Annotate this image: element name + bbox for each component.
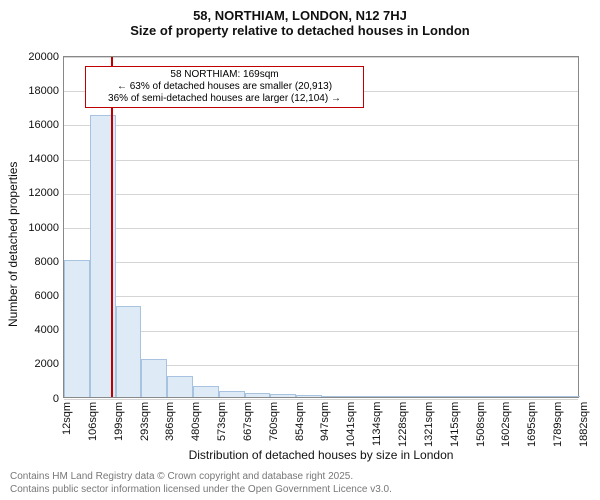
gridline-y — [64, 262, 578, 263]
gridline-y — [64, 228, 578, 229]
histogram-bar — [399, 396, 425, 397]
xtick-label: 1695sqm — [526, 402, 538, 458]
xtick-label: 573sqm — [216, 402, 228, 458]
xtick-label: 199sqm — [113, 402, 125, 458]
histogram-bar — [141, 359, 167, 397]
annotation-title: 58 NORTHIAM: 169sqm — [90, 69, 359, 81]
annotation-line1: ← 63% of detached houses are smaller (20… — [90, 81, 359, 93]
histogram-bar — [167, 376, 193, 397]
gridline-y — [64, 57, 578, 58]
histogram-bar — [193, 386, 219, 397]
histogram-bar — [503, 396, 529, 397]
histogram-bar — [245, 393, 271, 397]
xtick-label: 1789sqm — [552, 402, 564, 458]
property-annotation-box: 58 NORTHIAM: 169sqm← 63% of detached hou… — [85, 66, 364, 108]
histogram-bar — [451, 396, 477, 397]
ytick-label: 2000 — [19, 358, 59, 370]
gridline-y — [64, 194, 578, 195]
chart-container: 58, NORTHIAM, LONDON, N12 7HJ Size of pr… — [0, 0, 600, 500]
xtick-label: 293sqm — [139, 402, 151, 458]
xtick-label: 12sqm — [61, 402, 73, 458]
chart-title-line2: Size of property relative to detached ho… — [0, 23, 600, 38]
histogram-bar — [348, 396, 374, 397]
histogram-bar — [296, 395, 322, 397]
xtick-label: 1228sqm — [397, 402, 409, 458]
ytick-label: 16000 — [19, 119, 59, 131]
ytick-label: 18000 — [19, 85, 59, 97]
xtick-label: 1508sqm — [475, 402, 487, 458]
ytick-label: 20000 — [19, 51, 59, 63]
histogram-bar — [425, 396, 451, 397]
property-marker-line — [111, 57, 113, 397]
histogram-bar — [64, 260, 90, 397]
histogram-bar — [528, 396, 554, 397]
gridline-y — [64, 296, 578, 297]
ytick-label: 10000 — [19, 222, 59, 234]
attribution-text: Contains HM Land Registry data © Crown c… — [10, 471, 392, 496]
xtick-label: 760sqm — [268, 402, 280, 458]
xtick-label: 106sqm — [87, 402, 99, 458]
ytick-label: 12000 — [19, 187, 59, 199]
annotation-line2: 36% of semi-detached houses are larger (… — [90, 93, 359, 105]
xtick-label: 667sqm — [242, 402, 254, 458]
histogram-bar — [322, 396, 348, 397]
gridline-y — [64, 160, 578, 161]
xtick-label: 1415sqm — [449, 402, 461, 458]
y-axis-label: Number of detached properties — [6, 127, 20, 327]
xtick-label: 1041sqm — [345, 402, 357, 458]
xtick-label: 1321sqm — [423, 402, 435, 458]
histogram-bar — [116, 306, 142, 397]
xtick-label: 1134sqm — [371, 402, 383, 458]
ytick-label: 4000 — [19, 324, 59, 336]
xtick-label: 386sqm — [164, 402, 176, 458]
chart-title-line1: 58, NORTHIAM, LONDON, N12 7HJ — [0, 0, 600, 23]
ytick-label: 0 — [19, 393, 59, 405]
attribution-line1: Contains HM Land Registry data © Crown c… — [10, 471, 392, 484]
ytick-label: 8000 — [19, 256, 59, 268]
xtick-label: 480sqm — [190, 402, 202, 458]
histogram-bar — [554, 396, 580, 397]
ytick-label: 14000 — [19, 153, 59, 165]
gridline-y — [64, 125, 578, 126]
ytick-label: 6000 — [19, 290, 59, 302]
attribution-line2: Contains public sector information licen… — [10, 484, 392, 497]
xtick-label: 1882sqm — [578, 402, 590, 458]
histogram-bar — [270, 394, 296, 397]
xtick-label: 854sqm — [294, 402, 306, 458]
gridline-y — [64, 399, 578, 400]
histogram-bar — [219, 391, 245, 397]
histogram-bar — [477, 396, 503, 397]
xtick-label: 1602sqm — [500, 402, 512, 458]
histogram-bar — [374, 396, 400, 397]
xtick-label: 947sqm — [319, 402, 331, 458]
